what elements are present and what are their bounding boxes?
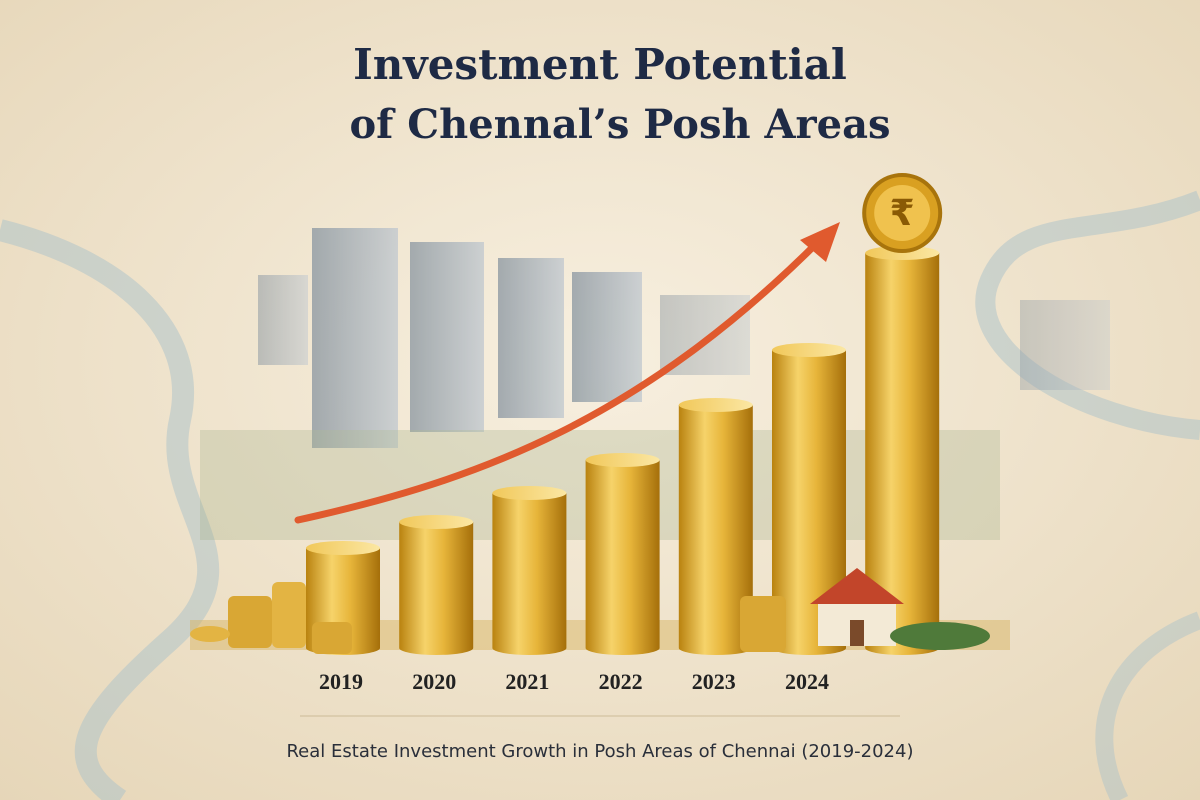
river bbox=[975, 190, 1200, 440]
house bbox=[810, 568, 990, 650]
coin bbox=[190, 626, 230, 642]
title-line: of Chennal’s Posh Areas bbox=[349, 101, 890, 148]
x-tick-label: 2021 bbox=[505, 669, 549, 694]
shrubs bbox=[890, 622, 990, 650]
column-top bbox=[678, 398, 753, 412]
x-tick-label: 2019 bbox=[319, 669, 363, 694]
rupee-coin-inner bbox=[874, 185, 931, 241]
building bbox=[1020, 300, 1110, 390]
gold-column bbox=[865, 253, 940, 656]
house-roof bbox=[810, 568, 904, 604]
gold-column bbox=[585, 460, 660, 656]
house-door bbox=[850, 620, 864, 646]
growth-arrow bbox=[294, 236, 824, 524]
coin-label: ₹ bbox=[890, 193, 915, 234]
column-top bbox=[492, 486, 567, 500]
river bbox=[0, 219, 220, 800]
arrow-head bbox=[800, 222, 840, 262]
gold-column bbox=[492, 493, 567, 655]
coin-stack bbox=[740, 596, 786, 652]
river bbox=[1095, 611, 1200, 800]
coins bbox=[190, 582, 786, 654]
gold-column bbox=[678, 405, 753, 656]
building bbox=[258, 275, 308, 365]
year-labels: 2019 2020 2021 2022 2023 2024 bbox=[319, 669, 829, 694]
coin-stack bbox=[228, 596, 272, 648]
column-top bbox=[772, 343, 846, 357]
column-top bbox=[306, 541, 380, 555]
title-line: Investment Potential bbox=[353, 40, 847, 89]
gold-column bbox=[772, 350, 846, 655]
column-top bbox=[585, 453, 660, 467]
coin-stack bbox=[272, 582, 306, 648]
building bbox=[498, 258, 564, 418]
x-tick-label: 2020 bbox=[412, 669, 456, 694]
x-tick-label: 2024 bbox=[785, 669, 829, 694]
building bbox=[410, 242, 484, 432]
building bbox=[572, 272, 642, 402]
caption: Real Estate Investment Growth in Posh Ar… bbox=[286, 741, 913, 762]
x-tick-label: 2022 bbox=[599, 669, 643, 694]
coin-stack bbox=[312, 622, 352, 654]
building bbox=[312, 228, 398, 448]
column-top bbox=[399, 515, 474, 529]
x-tick-label: 2023 bbox=[692, 669, 736, 694]
columns: ₹ bbox=[306, 173, 943, 656]
gold-column bbox=[399, 522, 474, 656]
